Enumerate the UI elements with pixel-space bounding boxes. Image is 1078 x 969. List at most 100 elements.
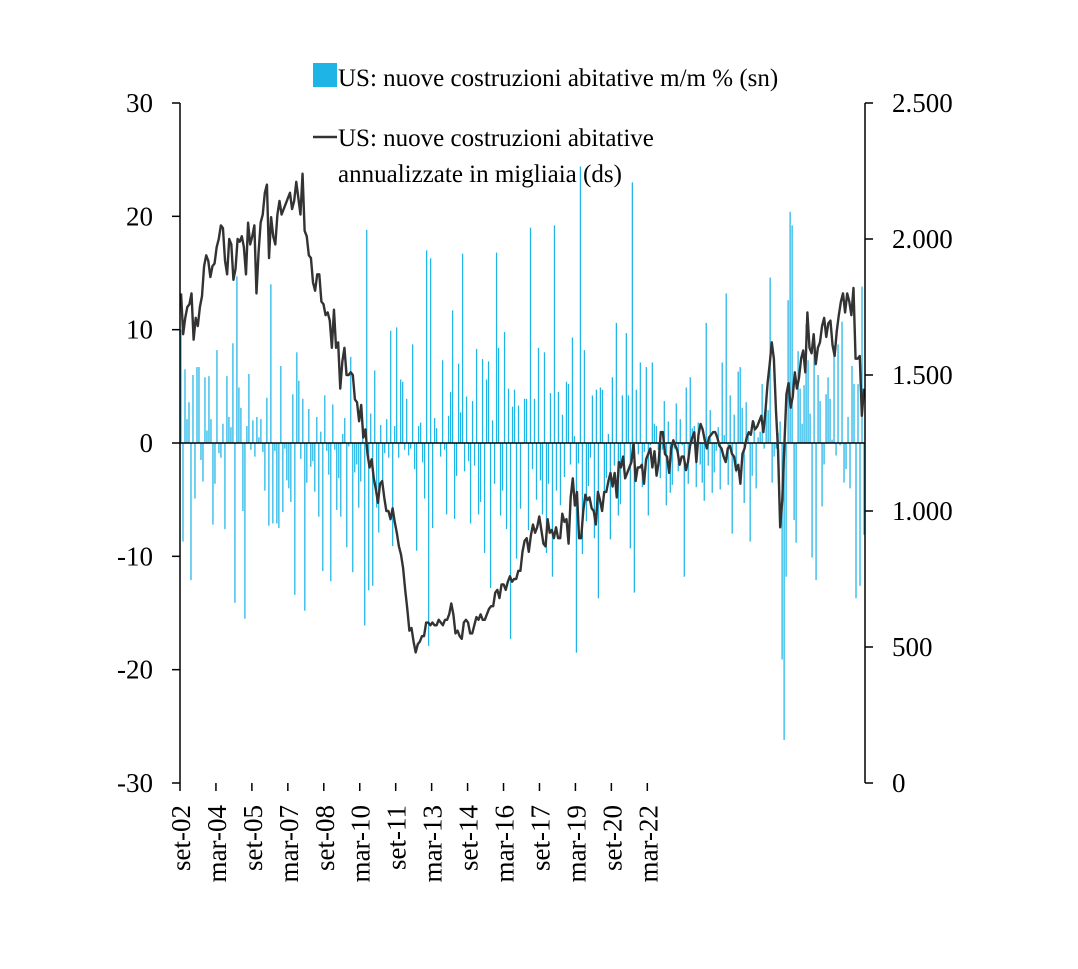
- bar: [511, 406, 514, 443]
- bar: [785, 443, 787, 577]
- legend-bar-label: US: nuove costruzioni abitative m/m % (s…: [338, 65, 778, 92]
- bar: [539, 443, 542, 481]
- bar: [487, 361, 490, 443]
- bar: [244, 443, 246, 619]
- bar: [402, 381, 404, 443]
- bar: [637, 443, 639, 455]
- bar: [741, 407, 743, 443]
- bar: [535, 443, 538, 500]
- bar: [322, 443, 324, 572]
- bar: [230, 427, 232, 443]
- bar: [214, 443, 216, 484]
- bar: [366, 229, 368, 443]
- bar: [799, 388, 801, 443]
- bar: [645, 367, 647, 443]
- bar: [515, 443, 518, 559]
- bar: [735, 443, 737, 473]
- bar: [683, 443, 685, 577]
- bar: [567, 384, 570, 443]
- bar: [210, 419, 212, 443]
- bar: [336, 443, 338, 510]
- bar: [318, 443, 320, 517]
- bar: [445, 443, 448, 515]
- x-tick-label: set-08: [310, 805, 340, 871]
- bar: [280, 365, 282, 443]
- bar: [200, 443, 202, 460]
- bar: [481, 359, 484, 443]
- bar: [619, 443, 621, 505]
- bar: [817, 375, 819, 443]
- bar: [334, 443, 336, 450]
- bar: [679, 419, 681, 443]
- bar: [689, 377, 691, 443]
- bar: [252, 420, 254, 443]
- right-tick-label: 2.000: [892, 224, 953, 254]
- bar: [503, 331, 506, 443]
- bar: [811, 443, 813, 558]
- bar: [390, 330, 392, 443]
- x-tick-label: mar-16: [490, 805, 520, 882]
- bar: [499, 443, 502, 516]
- bar: [543, 352, 546, 443]
- bar: [597, 443, 600, 599]
- bar: [380, 424, 382, 443]
- bar: [424, 443, 426, 499]
- bar: [557, 392, 560, 443]
- bar: [360, 443, 362, 482]
- bar: [354, 443, 356, 473]
- bar: [571, 337, 574, 443]
- bar: [765, 409, 767, 443]
- bar: [418, 426, 420, 443]
- bar: [565, 381, 568, 443]
- bar: [517, 405, 520, 443]
- bar: [493, 443, 496, 484]
- bar: [613, 443, 615, 466]
- bar: [653, 423, 655, 443]
- bar: [188, 402, 190, 443]
- bar: [442, 360, 444, 443]
- bar: [394, 426, 396, 443]
- bar: [260, 419, 262, 443]
- bar: [541, 443, 544, 515]
- bar: [507, 388, 510, 443]
- bar: [443, 443, 446, 450]
- bar: [202, 443, 204, 482]
- bar: [461, 253, 464, 443]
- bar: [533, 398, 536, 443]
- bar: [803, 385, 805, 443]
- bar: [819, 401, 821, 443]
- bar: [851, 365, 853, 443]
- bar: [579, 166, 582, 443]
- bar: [577, 443, 580, 464]
- bar: [278, 443, 280, 528]
- bar: [625, 333, 627, 443]
- bar: [587, 443, 590, 487]
- left-tick-label: 20: [126, 201, 153, 231]
- bar: [659, 443, 661, 479]
- bar: [348, 443, 350, 447]
- bar: [833, 345, 835, 443]
- bar: [793, 443, 795, 521]
- bar: [855, 443, 857, 599]
- bar: [665, 443, 667, 506]
- bar: [208, 376, 210, 443]
- bar: [599, 387, 602, 443]
- bar: [661, 443, 663, 450]
- bar: [657, 443, 659, 450]
- x-tick-label: mar-13: [418, 805, 448, 882]
- bar: [739, 367, 741, 443]
- bar: [757, 437, 759, 443]
- bar: [294, 443, 296, 595]
- bar: [789, 211, 791, 443]
- legend-bar-swatch: [313, 63, 337, 87]
- left-axis-ticks: 30 20 10 0 -10 -20 -30: [117, 88, 180, 798]
- bar: [639, 362, 641, 443]
- bar: [370, 413, 372, 443]
- bar: [711, 443, 713, 493]
- bar: [274, 443, 276, 451]
- bar: [236, 276, 238, 443]
- bar: [801, 423, 803, 443]
- bar: [196, 367, 198, 443]
- left-tick-label: 10: [126, 315, 153, 345]
- bar: [497, 347, 500, 443]
